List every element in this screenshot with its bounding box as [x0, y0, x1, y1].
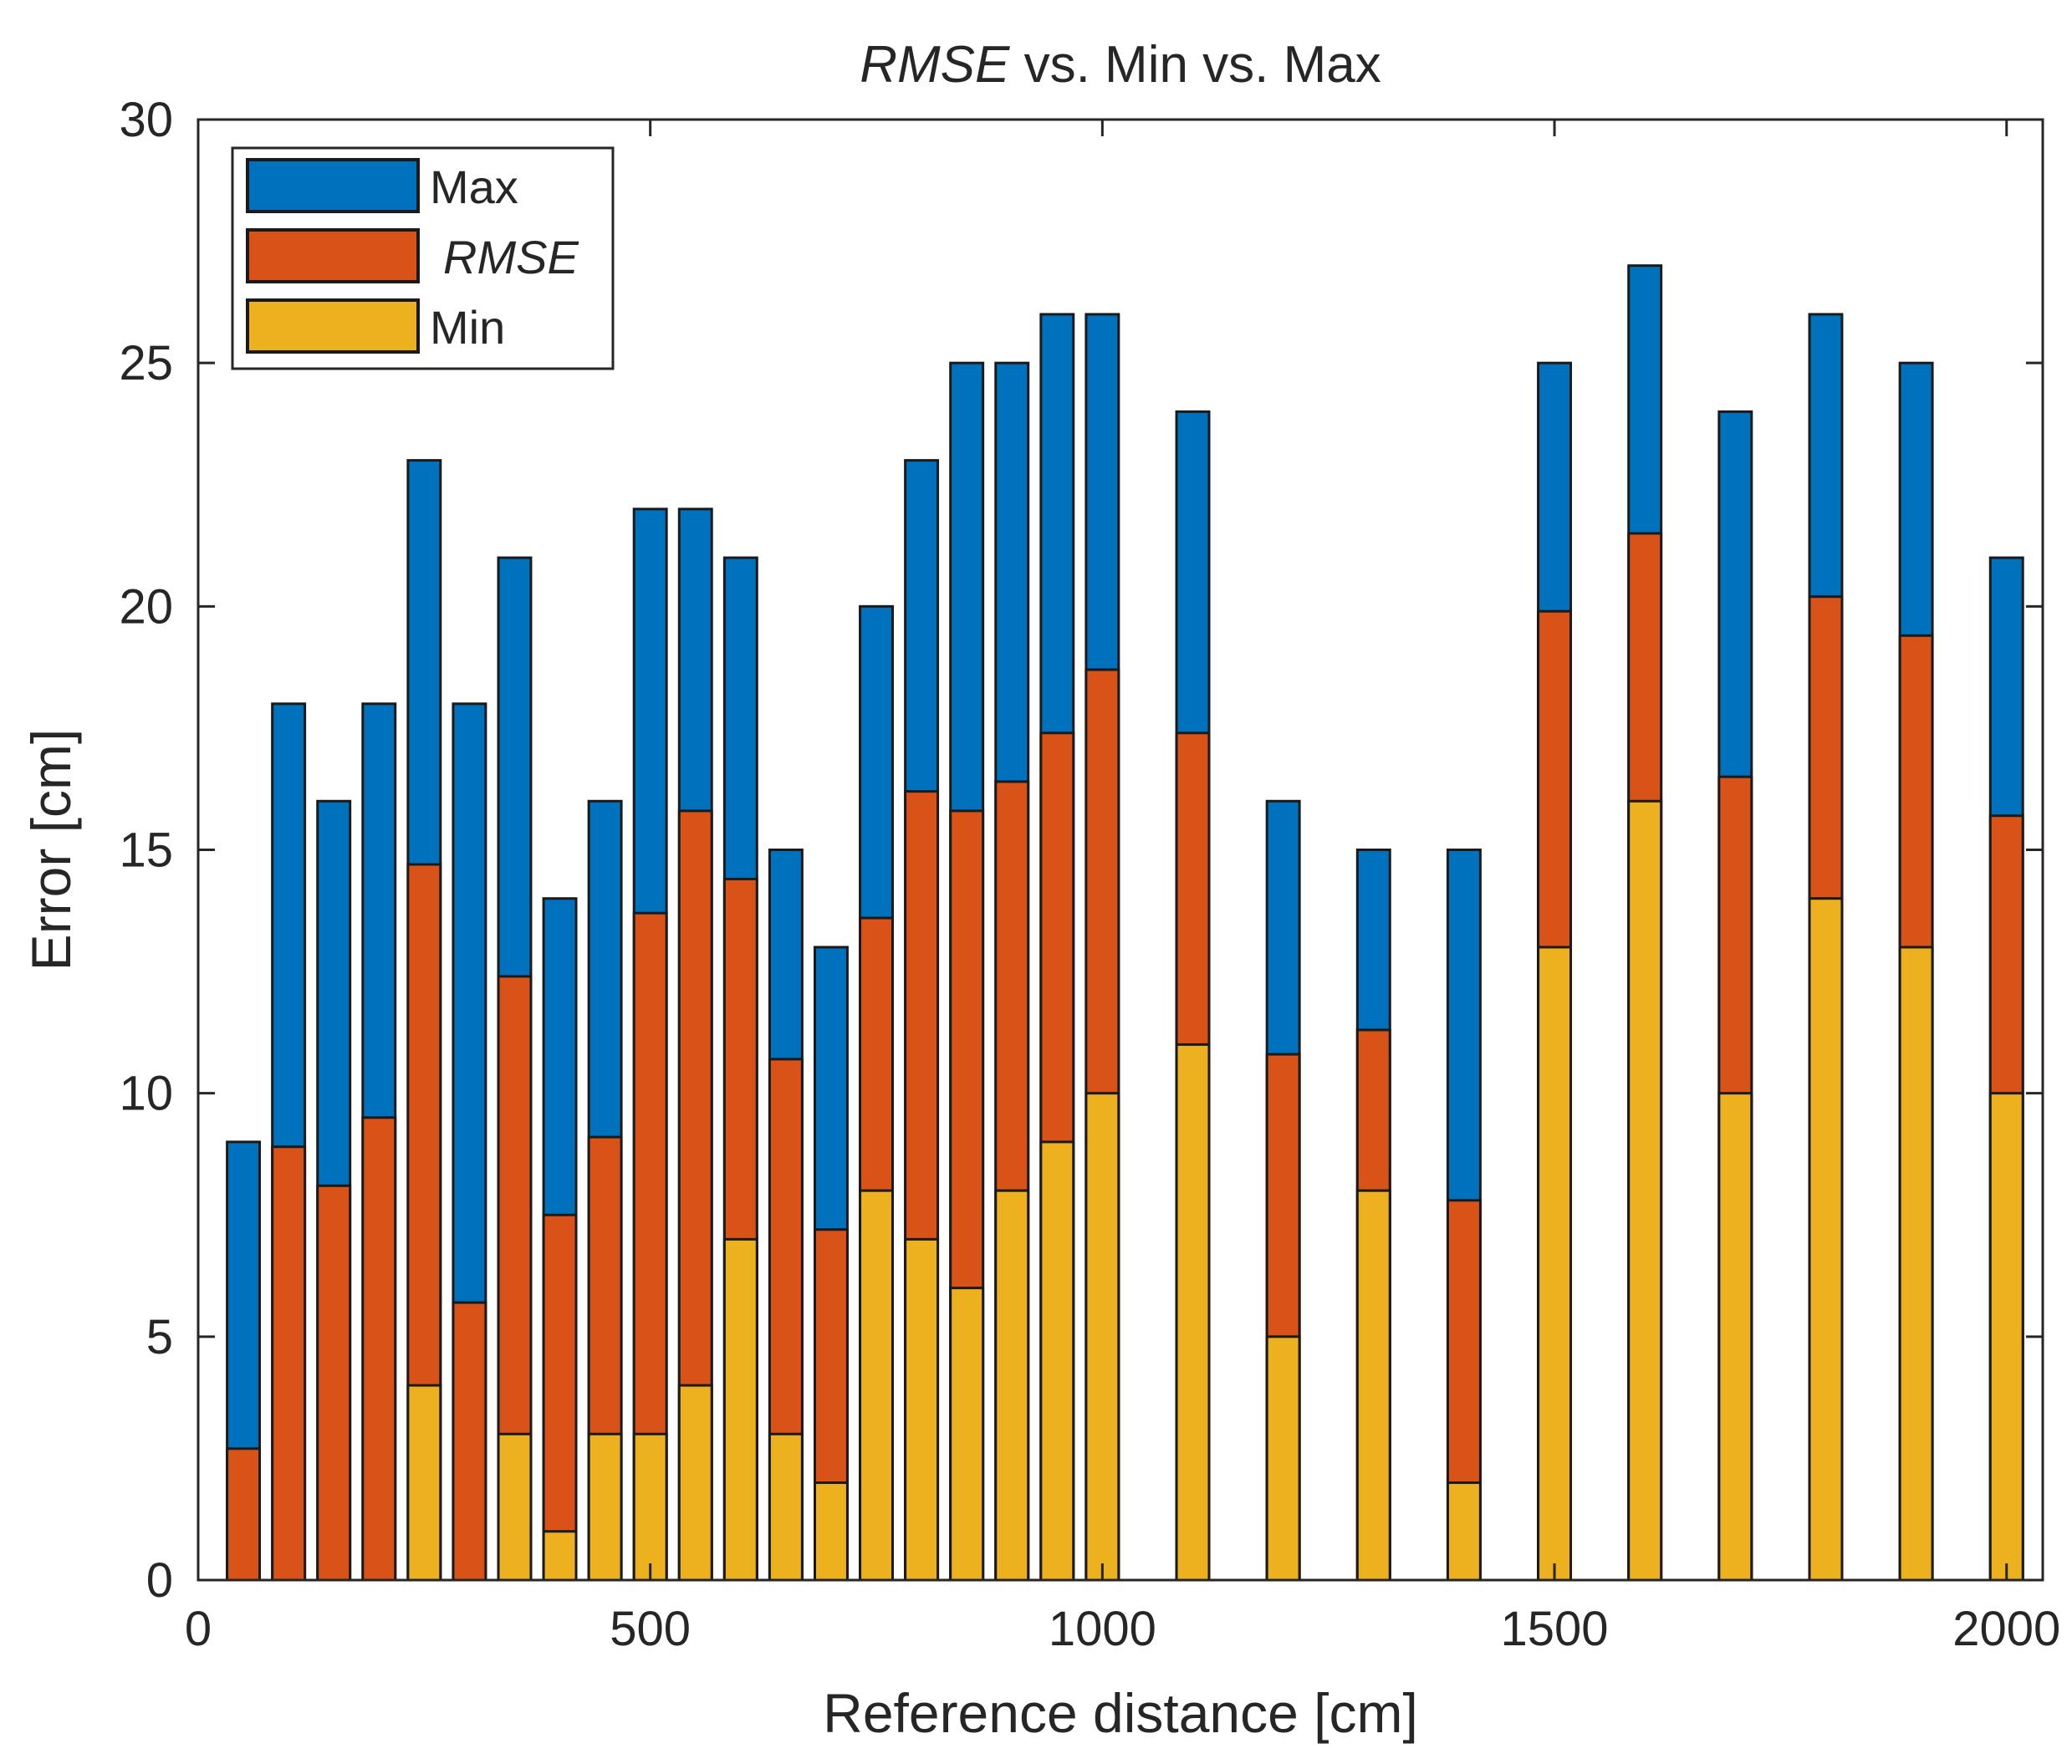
bar-min-1600 — [1627, 799, 1663, 1582]
bar-min-850 — [949, 1287, 985, 1582]
bar-min-1000 — [1084, 1092, 1120, 1582]
bar-min-350 — [497, 1432, 533, 1582]
legend-label-min: Min — [430, 301, 505, 354]
chart-title-italic: RMSE — [860, 36, 1010, 94]
bar-min-250 — [406, 1384, 442, 1582]
y-axis-label: Error [cm] — [20, 729, 82, 971]
legend-label-max: Max — [430, 161, 518, 213]
bar-min-450 — [587, 1432, 623, 1582]
bar-rmse-300 — [452, 1301, 487, 1582]
bar-min-950 — [1039, 1140, 1075, 1582]
bar-min-550 — [677, 1384, 713, 1582]
y-tick-label-30: 30 — [119, 93, 173, 147]
y-tick-label-5: 5 — [146, 1310, 173, 1364]
bar-min-1900 — [1898, 946, 1934, 1582]
y-tick-label-20: 20 — [119, 579, 173, 634]
bar-min-700 — [814, 1481, 849, 1582]
bar-min-800 — [904, 1237, 940, 1582]
bar-rmse-400 — [542, 1213, 578, 1582]
legend-swatch-rmse — [246, 228, 420, 283]
bar-min-600 — [722, 1237, 758, 1582]
bar-min-2000 — [1988, 1092, 2024, 1582]
bar-min-1100 — [1175, 1043, 1211, 1582]
bar-min-1700 — [1717, 1092, 1753, 1582]
bar-min-1300 — [1355, 1189, 1391, 1582]
bar-rmse-100 — [271, 1145, 307, 1582]
y-tick-label-0: 0 — [146, 1553, 173, 1608]
legend-swatch-min — [246, 298, 420, 354]
x-tick-label-1500: 1500 — [1501, 1602, 1609, 1656]
bar-min-1800 — [1808, 897, 1844, 1582]
bar-min-1400 — [1446, 1481, 1482, 1582]
bar-min-1200 — [1265, 1335, 1301, 1582]
y-tick-label-15: 15 — [119, 823, 173, 878]
x-tick-label-500: 500 — [610, 1602, 691, 1656]
bar-min-900 — [994, 1189, 1030, 1582]
bar-rmse-200 — [361, 1116, 397, 1582]
x-tick-label-0: 0 — [185, 1602, 212, 1656]
axes-group: 0 500 1000 1500 2000 0 5 10 15 20 25 30 — [119, 93, 2060, 1656]
bar-min-400 — [542, 1530, 578, 1582]
x-tick-label-1000: 1000 — [1049, 1602, 1156, 1656]
y-tick-label-10: 10 — [119, 1067, 173, 1121]
bar-min-500 — [632, 1432, 668, 1582]
legend: Max RMSE Min — [231, 146, 615, 370]
bars-group — [226, 264, 2024, 1582]
bar-min-750 — [859, 1189, 894, 1582]
bar-rmse-150 — [316, 1184, 352, 1582]
bar-min-650 — [768, 1432, 804, 1582]
bar-min-1500 — [1537, 946, 1573, 1582]
chart-title: RMSE vs. Min vs. Max — [860, 36, 1381, 94]
chart-title-rest: vs. Min vs. Max — [1009, 36, 1380, 94]
bar-rmse-50 — [226, 1447, 262, 1582]
legend-label-rmse: RMSE — [443, 231, 579, 283]
legend-swatch-max — [246, 158, 420, 213]
x-tick-label-2000: 2000 — [1952, 1602, 2060, 1656]
x-axis-label: Reference distance [cm] — [823, 1682, 1418, 1744]
y-tick-label-25: 25 — [119, 336, 173, 390]
